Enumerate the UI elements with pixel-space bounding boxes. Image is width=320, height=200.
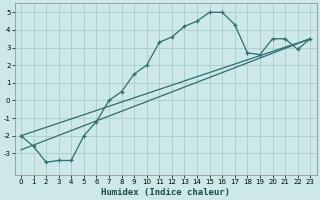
X-axis label: Humidex (Indice chaleur): Humidex (Indice chaleur): [101, 188, 230, 197]
